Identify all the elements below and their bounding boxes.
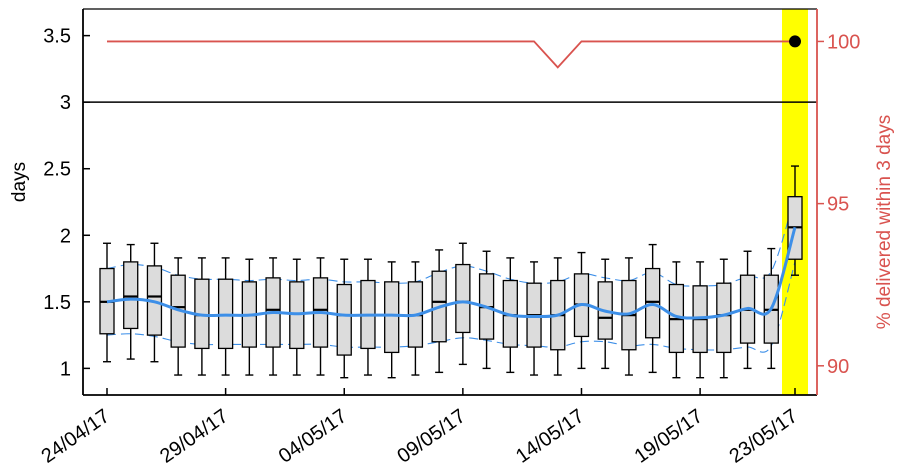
box-18 xyxy=(526,261,542,376)
box-body xyxy=(384,281,400,354)
x-tick-label: 04/05/17 xyxy=(275,405,351,468)
y-tick-label: 3 xyxy=(60,92,71,114)
box-15 xyxy=(455,242,471,366)
x-tick-label: 23/05/17 xyxy=(725,405,801,468)
y2-tick-label: 90 xyxy=(827,356,849,378)
box-body xyxy=(123,261,139,330)
box-6 xyxy=(241,258,257,376)
box-12 xyxy=(384,261,400,379)
x-tick-label: 14/05/17 xyxy=(512,405,588,468)
box-8 xyxy=(289,258,305,376)
box-23 xyxy=(645,243,661,374)
box-11 xyxy=(360,258,376,376)
box-26 xyxy=(716,258,732,379)
y-tick-label: 3.5 xyxy=(43,26,71,48)
box-7 xyxy=(265,257,281,376)
box-24 xyxy=(668,261,685,379)
box-13 xyxy=(407,261,424,376)
box-25 xyxy=(692,261,708,379)
box-14 xyxy=(431,249,447,374)
box-body xyxy=(455,263,471,334)
y-axis-label: days xyxy=(9,162,30,202)
y2-axis-label: % delivered within 3 days xyxy=(874,115,895,329)
series-band-1 xyxy=(106,261,796,353)
y2-tick-label: 100 xyxy=(827,31,860,53)
highlight-point xyxy=(789,35,801,48)
box-layer xyxy=(99,165,803,379)
y-tick-label: 2 xyxy=(60,225,71,247)
y2-tick-label: 95 xyxy=(827,194,849,216)
x-tick-label: 09/05/17 xyxy=(393,405,469,468)
x-tick-label: 24/04/17 xyxy=(37,405,113,468)
series-band-2 xyxy=(106,195,796,287)
y-tick-label: 1 xyxy=(60,358,71,380)
series-delivered-line xyxy=(107,40,795,69)
box-3 xyxy=(170,257,186,376)
x-tick-label: 29/04/17 xyxy=(156,405,232,468)
box-21 xyxy=(597,258,613,370)
line-layer xyxy=(106,35,801,320)
box-body xyxy=(336,283,352,356)
y-tick-label: 2.5 xyxy=(43,159,71,181)
axis-layer: 1 1.5 2 2.5 3 3.5 90 95 100 24/04/17 29/04/17 04/05… xyxy=(37,8,860,468)
band-layer xyxy=(106,195,796,353)
x-tick-label: 19/05/17 xyxy=(631,405,707,468)
box-1 xyxy=(123,243,139,360)
y-tick-label: 1.5 xyxy=(43,292,71,314)
box-22 xyxy=(621,257,637,376)
box-20 xyxy=(573,251,590,370)
box-10 xyxy=(336,258,352,379)
box-9 xyxy=(312,257,329,376)
series-median-smooth xyxy=(106,226,797,320)
box-body xyxy=(716,282,732,354)
